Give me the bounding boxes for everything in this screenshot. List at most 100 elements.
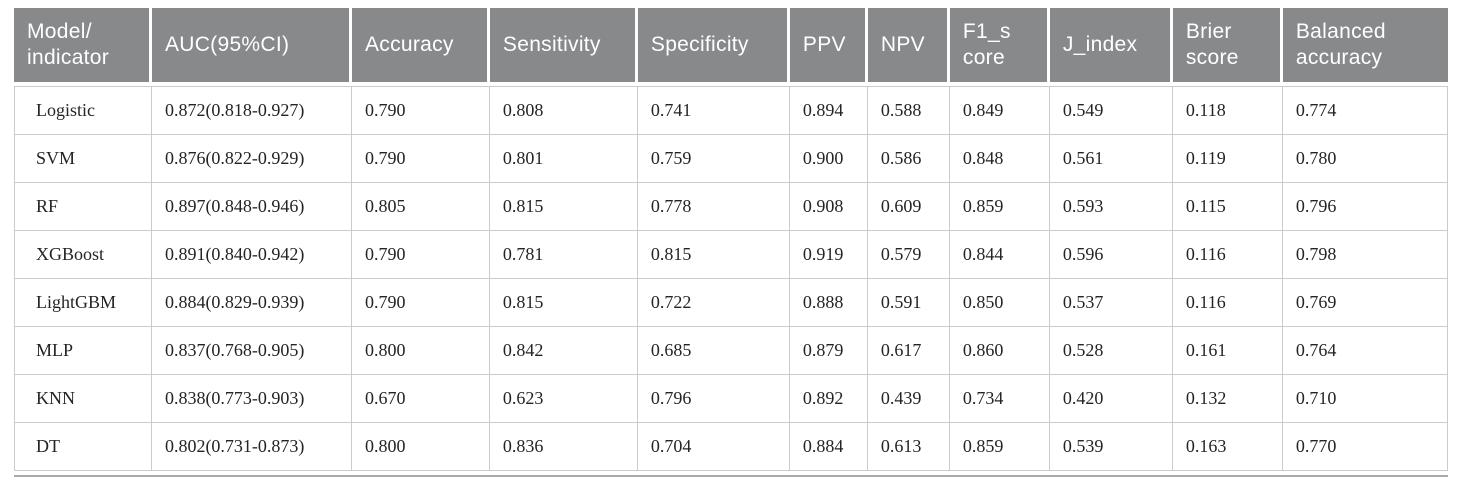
cell-ppv: 0.888	[789, 279, 868, 327]
cell-brier-score: 0.161	[1172, 327, 1283, 375]
cell-accuracy: 0.790	[351, 231, 490, 279]
cell-specificity: 0.815	[637, 231, 790, 279]
cell-specificity: 0.722	[637, 279, 790, 327]
cell-accuracy: 0.800	[351, 327, 490, 375]
cell-j-index: 0.537	[1049, 279, 1173, 327]
table-row-knn: KNN 0.838(0.773-0.903) 0.670 0.623 0.796…	[14, 375, 1448, 423]
column-header-brier-score: Brier score	[1172, 8, 1283, 86]
cell-brier-score: 0.118	[1172, 86, 1283, 135]
cell-sensitivity: 0.808	[489, 86, 638, 135]
cell-accuracy: 0.790	[351, 86, 490, 135]
cell-f1-score: 0.849	[949, 86, 1050, 135]
header-row: Model/ indicator AUC(95%CI) Accuracy Sen…	[14, 8, 1448, 86]
cell-model: XGBoost	[14, 231, 152, 279]
cell-specificity: 0.704	[637, 423, 790, 471]
table-row-dt: DT 0.802(0.731-0.873) 0.800 0.836 0.704 …	[14, 423, 1448, 471]
cell-model: Logistic	[14, 86, 152, 135]
cell-balanced-accuracy: 0.764	[1282, 327, 1448, 375]
cell-accuracy: 0.790	[351, 279, 490, 327]
table-body: Logistic 0.872(0.818-0.927) 0.790 0.808 …	[14, 86, 1448, 471]
column-header-balanced-accuracy: Balanced accuracy	[1282, 8, 1448, 86]
cell-sensitivity: 0.836	[489, 423, 638, 471]
cell-balanced-accuracy: 0.710	[1282, 375, 1448, 423]
column-header-specificity: Specificity	[637, 8, 790, 86]
cell-brier-score: 0.116	[1172, 279, 1283, 327]
cell-balanced-accuracy: 0.796	[1282, 183, 1448, 231]
cell-npv: 0.586	[867, 135, 950, 183]
cell-j-index: 0.420	[1049, 375, 1173, 423]
cell-j-index: 0.596	[1049, 231, 1173, 279]
cell-specificity: 0.759	[637, 135, 790, 183]
cell-brier-score: 0.116	[1172, 231, 1283, 279]
cell-model: DT	[14, 423, 152, 471]
cell-ppv: 0.900	[789, 135, 868, 183]
cell-balanced-accuracy: 0.769	[1282, 279, 1448, 327]
cell-accuracy: 0.670	[351, 375, 490, 423]
cell-npv: 0.588	[867, 86, 950, 135]
cell-f1-score: 0.859	[949, 423, 1050, 471]
cell-auc: 0.891(0.840-0.942)	[151, 231, 352, 279]
column-header-sensitivity: Sensitivity	[489, 8, 638, 86]
table-row-mlp: MLP 0.837(0.768-0.905) 0.800 0.842 0.685…	[14, 327, 1448, 375]
table-bottom-rule	[14, 475, 1448, 477]
cell-ppv: 0.919	[789, 231, 868, 279]
cell-auc: 0.838(0.773-0.903)	[151, 375, 352, 423]
table-row-rf: RF 0.897(0.848-0.946) 0.805 0.815 0.778 …	[14, 183, 1448, 231]
cell-auc: 0.884(0.829-0.939)	[151, 279, 352, 327]
cell-model: RF	[14, 183, 152, 231]
cell-ppv: 0.884	[789, 423, 868, 471]
cell-model: MLP	[14, 327, 152, 375]
cell-auc: 0.837(0.768-0.905)	[151, 327, 352, 375]
cell-ppv: 0.894	[789, 86, 868, 135]
column-header-npv: NPV	[867, 8, 950, 86]
column-header-ppv: PPV	[789, 8, 868, 86]
cell-f1-score: 0.859	[949, 183, 1050, 231]
cell-auc: 0.872(0.818-0.927)	[151, 86, 352, 135]
cell-f1-score: 0.734	[949, 375, 1050, 423]
table-row-lightgbm: LightGBM 0.884(0.829-0.939) 0.790 0.815 …	[14, 279, 1448, 327]
cell-f1-score: 0.848	[949, 135, 1050, 183]
cell-sensitivity: 0.815	[489, 183, 638, 231]
cell-npv: 0.617	[867, 327, 950, 375]
table-row-xgboost: XGBoost 0.891(0.840-0.942) 0.790 0.781 0…	[14, 231, 1448, 279]
cell-specificity: 0.778	[637, 183, 790, 231]
cell-balanced-accuracy: 0.780	[1282, 135, 1448, 183]
column-header-j-index: J_index	[1049, 8, 1173, 86]
cell-accuracy: 0.805	[351, 183, 490, 231]
cell-f1-score: 0.844	[949, 231, 1050, 279]
cell-f1-score: 0.850	[949, 279, 1050, 327]
cell-npv: 0.591	[867, 279, 950, 327]
cell-model: LightGBM	[14, 279, 152, 327]
cell-f1-score: 0.860	[949, 327, 1050, 375]
cell-j-index: 0.593	[1049, 183, 1173, 231]
column-header-model: Model/ indicator	[14, 8, 152, 86]
cell-j-index: 0.528	[1049, 327, 1173, 375]
cell-specificity: 0.796	[637, 375, 790, 423]
cell-accuracy: 0.800	[351, 423, 490, 471]
cell-sensitivity: 0.801	[489, 135, 638, 183]
table-row-logistic: Logistic 0.872(0.818-0.927) 0.790 0.808 …	[14, 86, 1448, 135]
cell-sensitivity: 0.623	[489, 375, 638, 423]
cell-brier-score: 0.132	[1172, 375, 1283, 423]
cell-npv: 0.439	[867, 375, 950, 423]
column-header-f1-score: F1_s core	[949, 8, 1050, 86]
cell-sensitivity: 0.781	[489, 231, 638, 279]
cell-ppv: 0.908	[789, 183, 868, 231]
cell-j-index: 0.549	[1049, 86, 1173, 135]
model-performance-table: Model/ indicator AUC(95%CI) Accuracy Sen…	[14, 8, 1448, 471]
cell-ppv: 0.892	[789, 375, 868, 423]
cell-auc: 0.802(0.731-0.873)	[151, 423, 352, 471]
cell-auc: 0.897(0.848-0.946)	[151, 183, 352, 231]
cell-npv: 0.613	[867, 423, 950, 471]
cell-accuracy: 0.790	[351, 135, 490, 183]
cell-brier-score: 0.115	[1172, 183, 1283, 231]
cell-brier-score: 0.163	[1172, 423, 1283, 471]
cell-balanced-accuracy: 0.774	[1282, 86, 1448, 135]
cell-model: SVM	[14, 135, 152, 183]
cell-sensitivity: 0.842	[489, 327, 638, 375]
cell-sensitivity: 0.815	[489, 279, 638, 327]
column-header-accuracy: Accuracy	[351, 8, 490, 86]
cell-balanced-accuracy: 0.770	[1282, 423, 1448, 471]
cell-brier-score: 0.119	[1172, 135, 1283, 183]
